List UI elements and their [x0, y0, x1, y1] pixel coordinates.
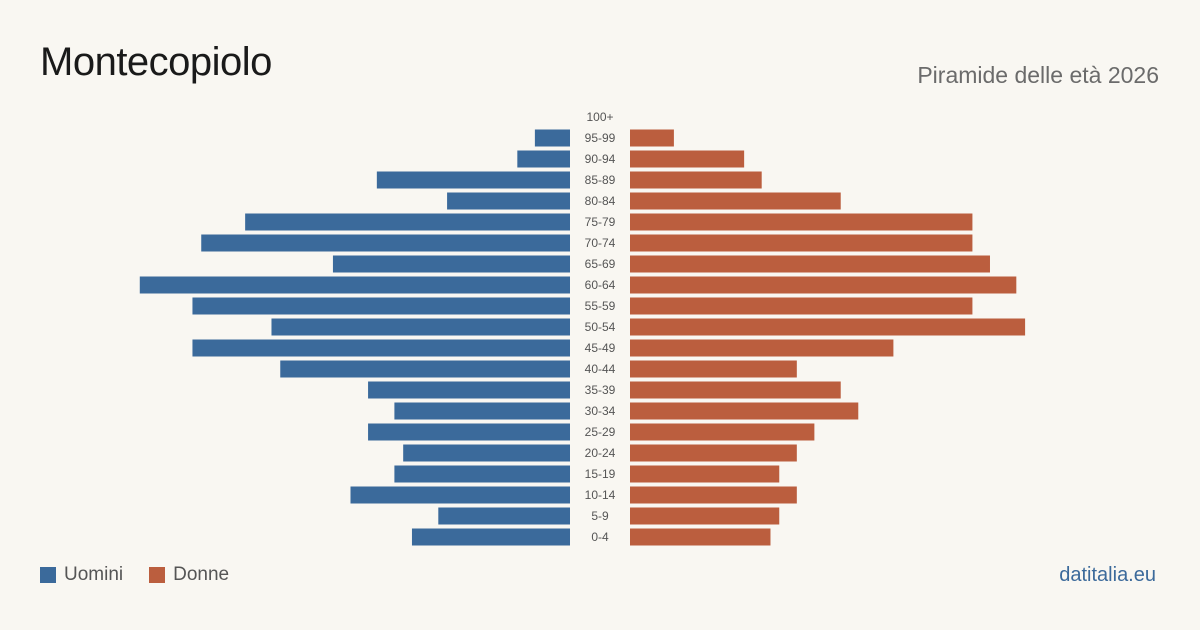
- age-group-label: 100+: [586, 110, 613, 124]
- bar-women-25-29: [630, 423, 815, 441]
- age-group-label: 30-34: [585, 404, 616, 418]
- bar-men-80-84: [447, 192, 570, 210]
- bar-men-5-9: [438, 507, 570, 525]
- bar-men-25-29: [368, 423, 570, 441]
- page-title: Montecopiolo: [40, 40, 272, 84]
- age-group-label: 50-54: [585, 320, 616, 334]
- age-group-label: 15-19: [585, 467, 616, 481]
- bar-women-95-99: [630, 129, 674, 147]
- bar-women-85-89: [630, 171, 762, 189]
- bar-women-40-44: [630, 360, 797, 378]
- bar-men-70-74: [201, 234, 571, 252]
- bar-women-5-9: [630, 507, 780, 525]
- bar-men-75-79: [245, 213, 570, 231]
- bar-women-80-84: [630, 192, 841, 210]
- age-group-label: 40-44: [585, 362, 616, 376]
- age-group-label: 25-29: [585, 425, 616, 439]
- bar-men-40-44: [280, 360, 570, 378]
- age-group-label: 45-49: [585, 341, 616, 355]
- bar-women-75-79: [630, 213, 973, 231]
- age-group-label: 10-14: [585, 488, 616, 502]
- legend-swatch-women: [149, 567, 166, 583]
- bar-men-30-34: [394, 402, 570, 420]
- bar-men-85-89: [376, 171, 570, 189]
- age-group-label: 75-79: [585, 215, 616, 229]
- legend-swatch-men: [40, 567, 56, 583]
- age-group-label: 55-59: [585, 299, 616, 313]
- bar-women-20-24: [630, 444, 797, 462]
- bar-women-55-59: [630, 297, 973, 315]
- bar-men-35-39: [368, 381, 570, 399]
- age-group-label: 65-69: [585, 257, 616, 271]
- bar-women-70-74: [630, 234, 973, 252]
- bar-women-10-14: [630, 486, 797, 504]
- bar-men-0-4: [411, 528, 570, 546]
- bar-women-65-69: [630, 255, 990, 273]
- age-group-label: 95-99: [585, 131, 616, 145]
- bar-men-95-99: [534, 129, 570, 147]
- bar-men-10-14: [350, 486, 570, 504]
- bar-women-35-39: [630, 381, 841, 399]
- bar-men-90-94: [517, 150, 570, 168]
- bar-women-0-4: [630, 528, 771, 546]
- age-group-label: 90-94: [585, 152, 616, 166]
- age-group-label: 60-64: [585, 278, 616, 292]
- legend-label-women: Donne: [173, 564, 230, 585]
- bar-men-15-19: [394, 465, 570, 483]
- age-group-label: 35-39: [585, 383, 616, 397]
- legend-label-men: Uomini: [64, 564, 124, 585]
- bar-men-45-49: [192, 339, 570, 357]
- bar-women-15-19: [630, 465, 780, 483]
- source-link[interactable]: datitalia.eu: [1059, 564, 1156, 586]
- bar-men-50-54: [271, 318, 570, 336]
- age-group-label: 70-74: [585, 236, 616, 250]
- age-group-label: 5-9: [591, 509, 609, 523]
- bar-women-60-64: [630, 276, 1017, 294]
- bar-women-90-94: [630, 150, 745, 168]
- bar-men-55-59: [192, 297, 570, 315]
- age-group-label: 85-89: [585, 173, 616, 187]
- bar-men-60-64: [139, 276, 570, 294]
- bar-women-45-49: [630, 339, 894, 357]
- bar-women-50-54: [630, 318, 1026, 336]
- bar-men-20-24: [403, 444, 570, 462]
- legend: Uomini Donne: [40, 564, 255, 586]
- legend-item-women: Donne: [149, 564, 229, 586]
- age-group-label: 0-4: [591, 530, 609, 544]
- bar-men-65-69: [332, 255, 570, 273]
- age-group-label: 20-24: [585, 446, 616, 460]
- chart-subtitle: Piramide delle età 2026: [917, 62, 1159, 88]
- legend-item-men: Uomini: [40, 564, 123, 586]
- age-group-label: 80-84: [585, 194, 616, 208]
- bar-women-30-34: [630, 402, 859, 420]
